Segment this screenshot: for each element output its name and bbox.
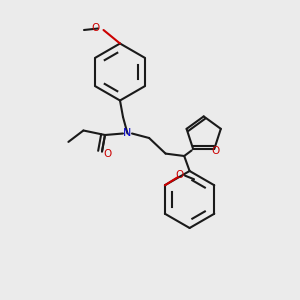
Text: O: O (91, 22, 99, 33)
Text: N: N (123, 128, 132, 139)
Text: O: O (212, 146, 220, 156)
Text: O: O (176, 170, 184, 180)
Text: O: O (103, 149, 112, 160)
